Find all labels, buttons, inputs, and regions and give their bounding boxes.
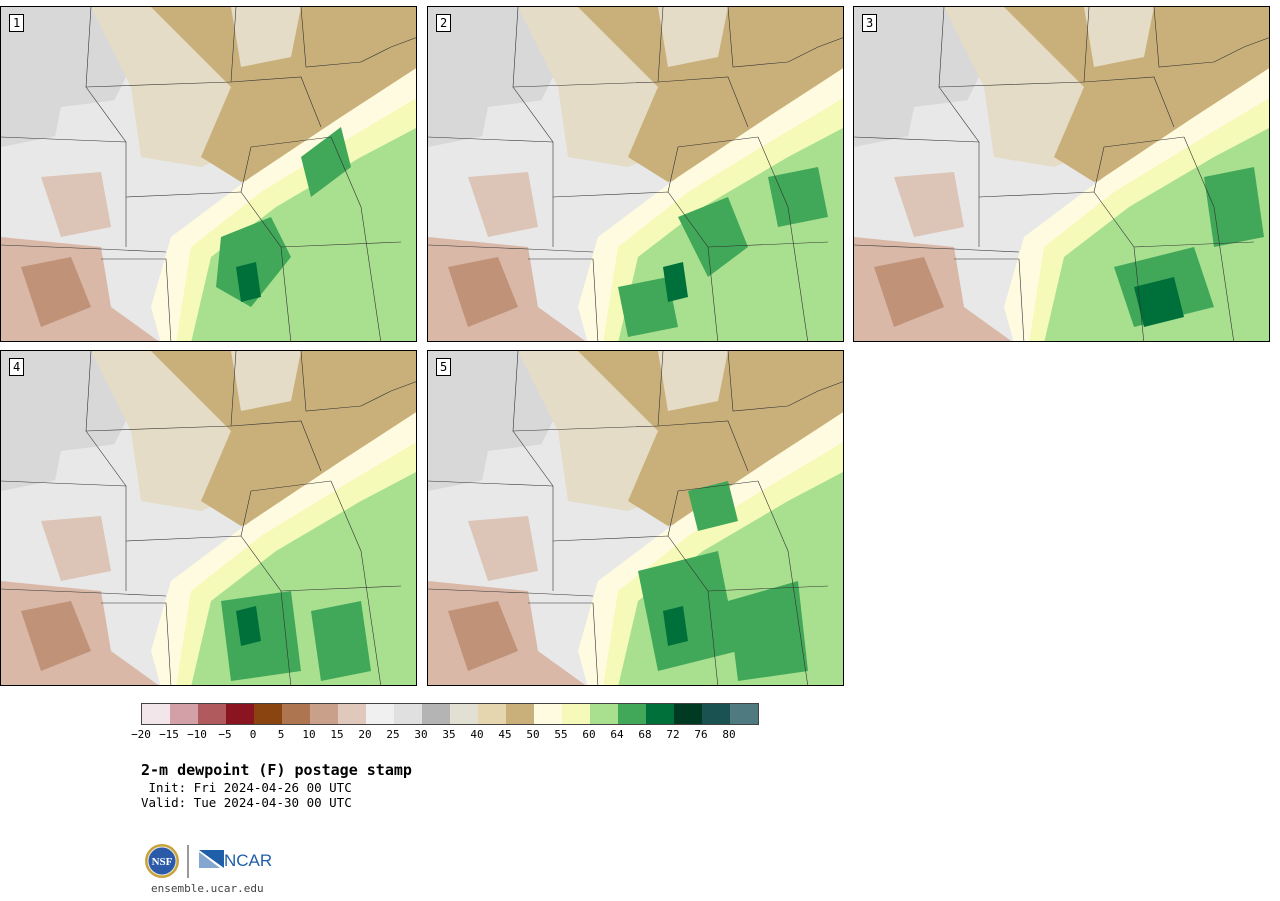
colorbar-segment <box>478 704 506 724</box>
colorbar-segment <box>366 704 394 724</box>
colorbar-tick: 64 <box>610 728 624 741</box>
valid-time: Valid: Tue 2024-04-30 00 UTC <box>141 795 352 810</box>
member-label: 5 <box>436 358 452 376</box>
colorbar-segment <box>590 704 618 724</box>
colorbar-segment <box>646 704 674 724</box>
member-label: 3 <box>862 14 878 32</box>
ensemble-member-map-1: 1 <box>0 6 417 342</box>
colorbar-segment <box>254 704 282 724</box>
dewpoint-field <box>428 351 843 685</box>
colorbar-tick: 76 <box>694 728 708 741</box>
colorbar-tick: 45 <box>498 728 512 741</box>
colorbar-tick: 55 <box>554 728 568 741</box>
colorbar-segment <box>730 704 758 724</box>
colorbar-tick: 80 <box>722 728 736 741</box>
colorbar-tick: 30 <box>414 728 428 741</box>
member-label: 4 <box>9 358 25 376</box>
colorbar-segment <box>310 704 338 724</box>
colorbar-segment <box>394 704 422 724</box>
ensemble-member-map-4: 4 <box>0 350 417 686</box>
colorbar-tick: 5 <box>277 728 285 741</box>
colorbar-segment <box>702 704 730 724</box>
colorbar-tick: 50 <box>526 728 540 741</box>
svg-text:NCAR: NCAR <box>224 851 272 870</box>
colorbar-tick: 25 <box>386 728 400 741</box>
colorbar-tick: −10 <box>187 728 207 741</box>
colorbar-segment <box>506 704 534 724</box>
colorbar-tick: 68 <box>638 728 652 741</box>
colorbar-tick: 60 <box>582 728 596 741</box>
colorbar-segment <box>674 704 702 724</box>
colorbar-tick: 20 <box>358 728 372 741</box>
colorbar-segment <box>226 704 254 724</box>
colorbar-segment <box>422 704 450 724</box>
dewpoint-field <box>1 7 416 341</box>
dewpoint-field <box>428 7 843 341</box>
svg-text:NSF: NSF <box>152 856 173 868</box>
website-url: ensemble.ucar.edu <box>151 882 264 895</box>
colorbar-tick: 0 <box>249 728 257 741</box>
dewpoint-field <box>854 7 1269 341</box>
colorbar-tick-labels: −20 −15 −10 −5 0 5 10 15 20 25 30 35 40 45 50 55 60 64 68 7… <box>131 728 761 742</box>
member-label: 2 <box>436 14 452 32</box>
init-time: Init: Fri 2024-04-26 00 UTC <box>141 780 352 795</box>
dewpoint-field <box>1 351 416 685</box>
colorbar-tick: 10 <box>302 728 316 741</box>
ncar-mark-icon <box>199 850 224 868</box>
colorbar-segment <box>198 704 226 724</box>
colorbar-tick: 15 <box>330 728 344 741</box>
colorbar-segment <box>534 704 562 724</box>
ensemble-member-map-5: 5 <box>427 350 844 686</box>
colorbar-segment <box>338 704 366 724</box>
colorbar-tick: −20 <box>131 728 151 741</box>
ensemble-member-map-3: 3 <box>853 6 1270 342</box>
colorbar-tick: 35 <box>442 728 456 741</box>
ensemble-member-map-2: 2 <box>427 6 844 342</box>
colorbar-segment <box>142 704 170 724</box>
colorbar-segment <box>170 704 198 724</box>
colorbar-segment <box>562 704 590 724</box>
colorbar <box>141 703 759 725</box>
colorbar-tick: −5 <box>218 728 232 741</box>
colorbar-tick: 72 <box>666 728 680 741</box>
colorbar-segment <box>282 704 310 724</box>
colorbar-segment <box>450 704 478 724</box>
colorbar-tick: −15 <box>159 728 179 741</box>
colorbar-segment <box>618 704 646 724</box>
member-label: 1 <box>9 14 25 32</box>
nsf-ncar-logo: NSF NCAR <box>145 844 272 878</box>
chart-title: 2-m dewpoint (F) postage stamp <box>141 761 412 779</box>
colorbar-tick: 40 <box>470 728 484 741</box>
